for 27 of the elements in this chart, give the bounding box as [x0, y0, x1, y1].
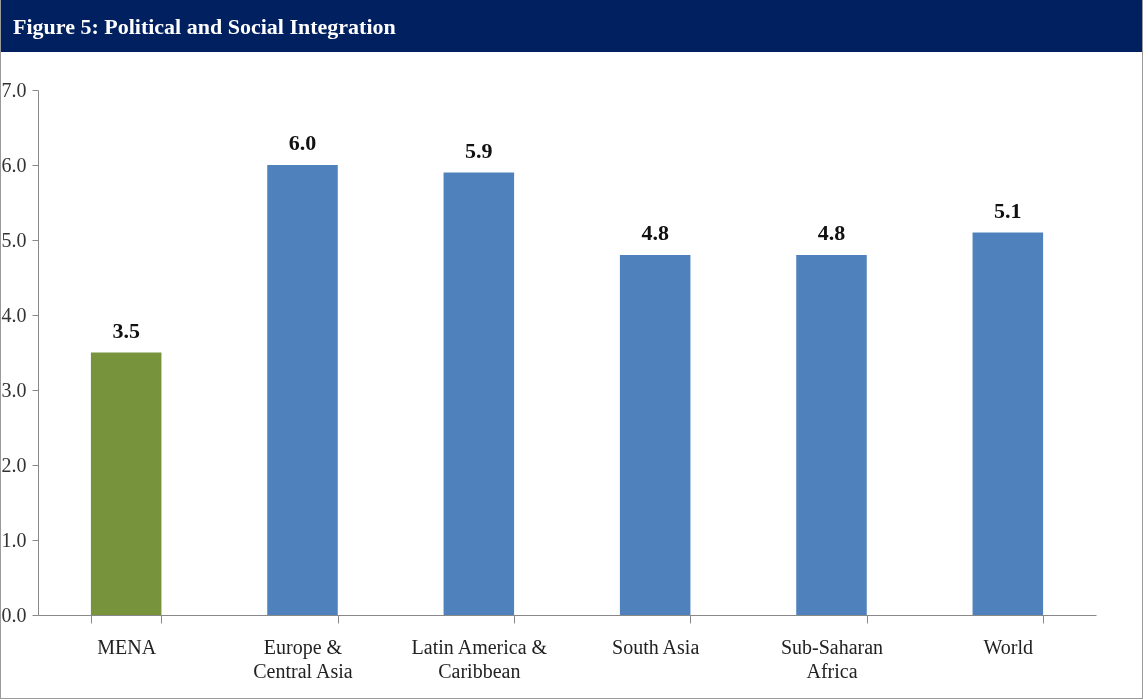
- bar: [619, 255, 691, 615]
- bar: [90, 352, 162, 615]
- x-tick-label: MENA: [97, 635, 157, 658]
- data-label: 4.8: [817, 220, 846, 245]
- bar: [443, 172, 515, 615]
- chart-title: Figure 5: Political and Social Integration: [1, 0, 1142, 52]
- y-tick-label: 6.0: [1, 153, 27, 176]
- y-tick-label: 2.0: [1, 453, 27, 476]
- x-tick-label: Latin America & Caribbean: [411, 635, 548, 682]
- data-label: 6.0: [288, 130, 317, 155]
- y-tick-label: 0.0: [1, 603, 27, 626]
- y-tick-label: 7.0: [1, 78, 27, 101]
- y-tick-label: 3.0: [1, 378, 27, 401]
- bar: [972, 232, 1044, 615]
- x-tick-label: World: [983, 635, 1034, 658]
- bar: [796, 255, 867, 615]
- data-label: 3.5: [112, 317, 140, 343]
- y-tick-label: 4.0: [1, 303, 27, 326]
- data-label: 4.8: [641, 220, 669, 245]
- x-tick-label: South Asia: [612, 635, 700, 658]
- y-tick-label: 1.0: [1, 528, 27, 551]
- y-tick-label: 5.0: [1, 228, 27, 251]
- bar: [267, 165, 338, 615]
- x-tick-label: Sub-Saharan Africa: [780, 635, 884, 682]
- x-tick-label: Europe & Central Asia: [253, 635, 353, 682]
- data-label: 5.1: [994, 197, 1022, 223]
- data-label: 5.9: [465, 137, 493, 163]
